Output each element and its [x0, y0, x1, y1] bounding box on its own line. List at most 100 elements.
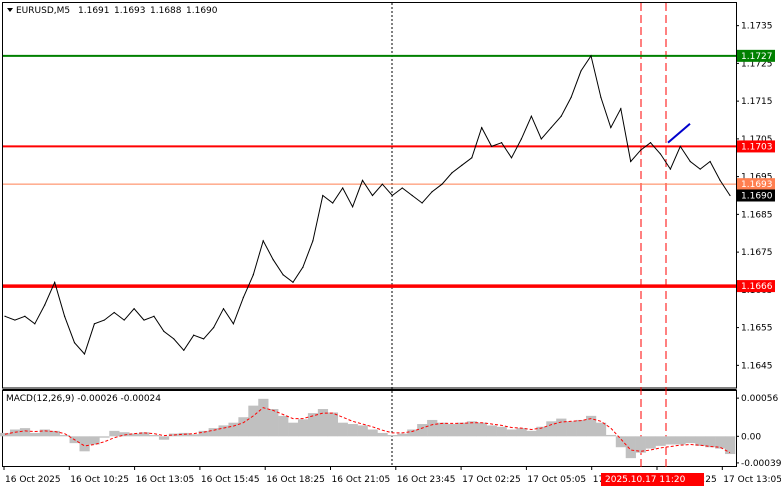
level-price-tag [737, 189, 775, 202]
x-tick-label: 16 Oct 13:05 [136, 475, 195, 485]
price-point [699, 168, 701, 170]
price-point [292, 281, 294, 283]
price-point [530, 115, 532, 117]
price-tick-label: 1.1695 [741, 173, 773, 183]
price-point [103, 319, 105, 321]
price-tick-label: 1.1675 [741, 248, 773, 258]
x-tick-label: 16 Oct 10:25 [70, 475, 129, 485]
ohlc-open: 1.1691 [78, 6, 110, 16]
price-point [640, 149, 642, 151]
price-point [54, 281, 56, 283]
macd-histogram-bar [665, 436, 676, 445]
price-point [431, 191, 433, 193]
price-point [312, 240, 314, 242]
price-point [34, 323, 36, 325]
ohlc-high: 1.1693 [114, 6, 146, 16]
symbol-label: EURUSD,M5 [16, 6, 70, 16]
macd-tick-label: 0.00056 [741, 394, 778, 404]
price-point [729, 194, 731, 197]
macd-histogram-bar [725, 436, 736, 455]
macd-histogram-bar [59, 434, 70, 437]
price-point [14, 319, 16, 321]
price-point [649, 142, 652, 144]
macd-histogram-bar [675, 436, 686, 445]
price-point [123, 319, 125, 321]
macd-histogram-bar [456, 422, 468, 437]
macd-histogram-bar [357, 425, 368, 437]
price-point [262, 240, 264, 242]
price-point [83, 353, 86, 355]
price-point [361, 179, 364, 182]
macd-histogram-bar [19, 428, 31, 437]
price-point [4, 315, 6, 317]
price-point [500, 142, 503, 144]
price-point [302, 266, 304, 268]
macd-histogram-bar [685, 436, 696, 444]
macd-layer [0, 398, 736, 459]
price-point [282, 274, 284, 276]
macd-histogram-bar [139, 432, 150, 437]
price-point [113, 311, 115, 314]
level-price-tag-label: 1.1703 [741, 142, 773, 152]
dropdown-triangle-icon[interactable] [7, 8, 13, 12]
price-point [183, 349, 185, 351]
ohlc-low: 1.1688 [150, 6, 182, 16]
price-point [451, 172, 453, 174]
macd-histogram-bar [576, 419, 587, 437]
price-tick-label: 1.1715 [741, 97, 773, 107]
macd-histogram-bar [566, 421, 577, 437]
macd-histogram-bar [546, 421, 557, 437]
price-point [461, 164, 463, 166]
macd-histogram-bar [278, 415, 289, 437]
price-point [421, 202, 423, 204]
price-tick-label: 1.1655 [741, 324, 773, 334]
price-point [719, 179, 721, 182]
macd-histogram-bar [317, 409, 329, 437]
macd-histogram-bar [109, 430, 120, 437]
price-point [232, 323, 235, 325]
macd-histogram-bar [288, 422, 299, 437]
level-price-tag [737, 49, 775, 62]
price-point [173, 338, 175, 340]
price-point [73, 342, 76, 344]
price-tick-label: 1.1645 [741, 361, 773, 371]
price-point [659, 153, 662, 155]
macd-histogram-bar [377, 432, 388, 437]
macd-histogram-bar [149, 434, 160, 437]
price-point [510, 157, 513, 159]
macd-histogram-bar [486, 425, 497, 437]
price-tick-label: 1.1725 [741, 59, 773, 69]
macd-histogram-bar [268, 409, 279, 437]
macd-histogram-bar [536, 426, 547, 437]
macd-histogram-bar [178, 432, 190, 437]
macd-histogram-bar [466, 421, 478, 437]
macd-tick-label: -0.00039 [741, 459, 781, 469]
macd-histogram-bar [615, 436, 627, 448]
level-price-tag [737, 140, 775, 153]
macd-histogram-bar [99, 436, 110, 438]
macd-histogram-bar [427, 419, 438, 437]
price-point [143, 319, 145, 321]
macd-title: MACD(12,26,9) -0.00026 -0.00024 [6, 394, 161, 404]
price-point [391, 194, 393, 197]
price-tick-label: 1.1735 [741, 22, 773, 32]
macd-histogram-bar [476, 422, 487, 437]
macd-histogram-bar [89, 436, 100, 445]
macd-histogram-bar [9, 429, 21, 437]
x-tick-label: 16 Oct 21:05 [332, 475, 391, 485]
macd-signal-line [4, 407, 731, 454]
price-point [332, 202, 334, 204]
price-point [481, 126, 483, 129]
macd-histogram-bar [496, 426, 507, 437]
macd-panel-frame [2, 390, 737, 467]
price-point [600, 96, 602, 98]
level-price-tag-label: 1.1666 [741, 282, 773, 292]
macd-histogram-bar [605, 434, 617, 437]
macd-histogram-bar [655, 436, 666, 446]
macd-histogram-bar [188, 434, 199, 437]
macd-histogram-bar [437, 422, 448, 437]
ohlc-close: 1.1690 [186, 6, 218, 16]
x-tick-label: 17 Oct 05:05 [527, 475, 586, 485]
macd-histogram-bar [705, 436, 716, 448]
